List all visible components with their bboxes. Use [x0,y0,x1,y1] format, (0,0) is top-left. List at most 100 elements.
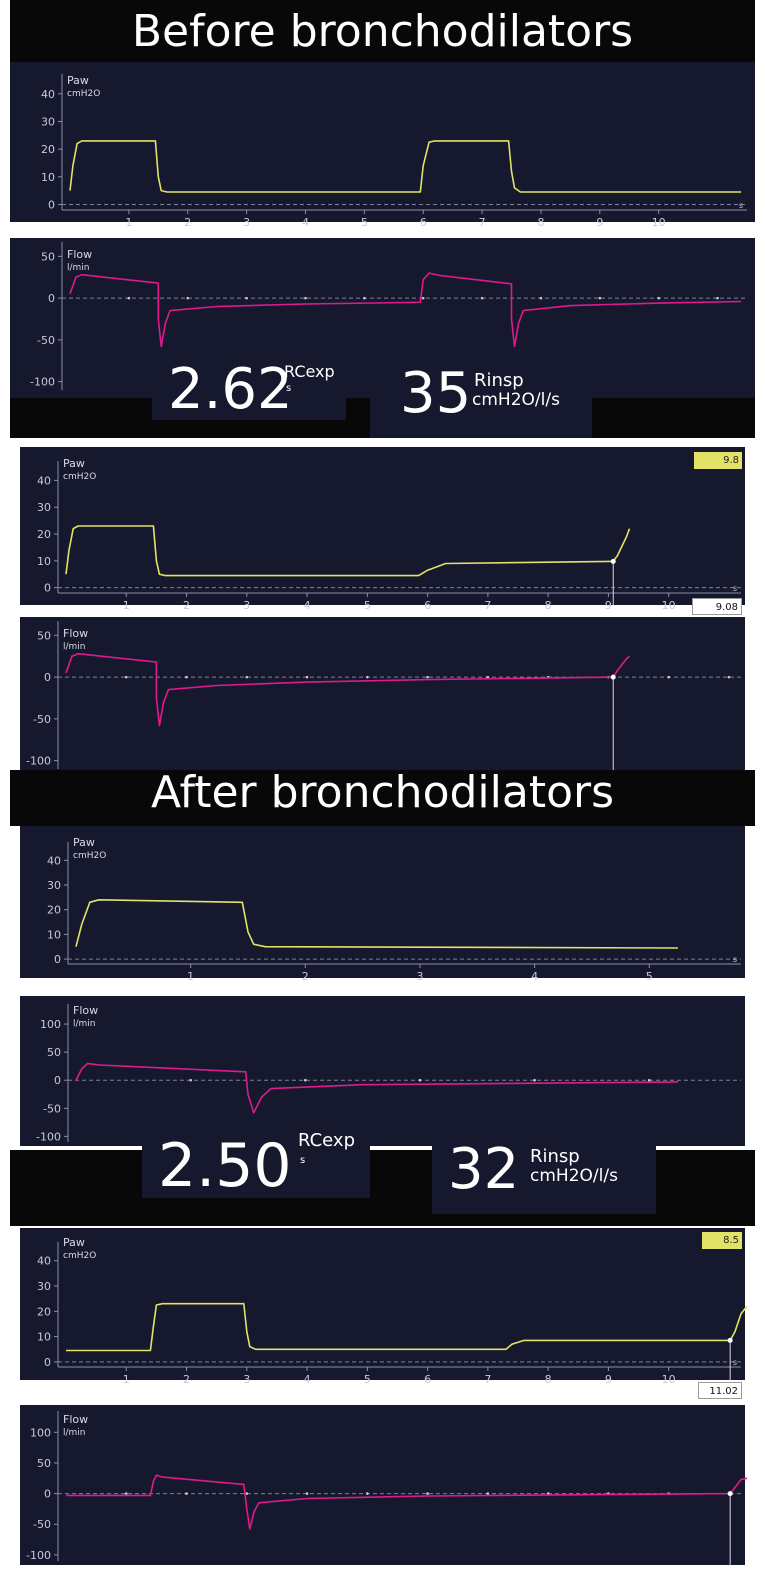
x-tick-label: 7 [484,1373,491,1386]
before-title: Before bronchodilators [131,6,634,57]
before-rinsp-box: 35 Rinsp cmH2O/l/s [370,358,592,438]
x-tick-dot [186,296,190,300]
x-tick-dot [304,1078,307,1082]
y-axis-label: Paw [63,457,85,470]
y-tick-label: 0 [44,1356,51,1369]
x-tick-label: 5 [364,599,371,612]
x-tick-dot [185,675,188,679]
rcexp-value: 2.50 [158,1131,292,1201]
y-tick-label: -100 [36,1130,61,1143]
x-tick-dot [124,1492,128,1495]
flow_before_pause-trace [65,652,631,727]
y-tick-label: 30 [47,879,61,892]
x-tick-dot [363,296,366,300]
y-axis-label: Flow [73,1004,98,1017]
x-tick-dot [716,296,719,300]
x-tick-label: 3 [243,599,250,612]
paw_before-trace [69,140,742,193]
y-tick-label: 20 [47,904,61,917]
x-tick-dot [486,675,490,679]
x-tick-dot [245,296,248,300]
x-tick-dot [366,675,369,679]
x-tick-label: 10 [652,216,666,229]
after-rinsp-box: 32 Rinsp cmH2O/l/s [432,1130,656,1214]
y-tick-label: -50 [43,1102,61,1115]
y-tick-label: 20 [37,528,51,541]
cursor-dot [610,558,616,564]
y-tick-label: 0 [44,1488,51,1501]
y-tick-label: -100 [26,755,51,768]
x-tick-label: 1 [123,599,130,612]
x-tick-label: 5 [646,970,653,983]
y-axis-label: Paw [67,74,89,87]
after-pause-paw-panel: 40 30 20 10 0 Paw cmH2O 1 2 3 4 5 6 7 8 9 10 s [20,1228,748,1386]
x-tick-label: 9 [596,216,603,229]
before-rcexp-box: 2.62 RCexp s [152,358,346,420]
paw-after-chart: 40 30 20 10 0 Paw cmH2O 1 2 3 4 5 s [47,836,741,983]
x-tick-label: 4 [304,599,311,612]
rcexp-value: 2.62 [168,357,293,422]
y-tick-label: -100 [30,376,55,389]
y-tick-label: 0 [44,582,51,595]
y-tick-label: 30 [37,1280,51,1293]
x-tick-label: 10 [662,599,676,612]
x-tick-dot [426,675,429,679]
after-pause-flow-panel: 100 50 0 -50 -100 Flow l/min [20,1405,748,1565]
y-tick-label: 40 [37,474,51,487]
time-readout-badge: 11.02 [698,1382,742,1399]
y-tick-label: -50 [37,334,55,347]
after-title: After bronchodilators [150,767,615,818]
before-pause-paw-panel: 40 30 20 10 0 Paw cmH2O 1 2 3 4 5 6 7 8 9 10 s [20,447,745,612]
paw-readout-badge: 9.8 [694,452,742,469]
x-tick-dot [305,675,309,679]
flow_before-trace [69,272,742,348]
y-tick-label: 50 [41,250,55,263]
x-tick-label: 3 [243,216,250,229]
x-tick-label: 4 [304,1373,311,1386]
y-tick-label: 10 [37,1331,51,1344]
x-tick-label: 8 [545,1373,552,1386]
x-tick-label: 4 [302,216,309,229]
y-axis-unit: cmH2O [67,89,100,99]
x-tick-dot [185,1492,188,1495]
rinsp-label: Rinsp [530,1146,580,1167]
y-axis-unit: l/min [63,642,86,652]
y-tick-label: 30 [41,115,55,128]
paw-readout-badge: 8.5 [702,1232,742,1249]
x-tick-label: 3 [416,970,423,983]
x-tick-dot [245,675,249,679]
x-tick-dot [124,675,128,679]
x-axis-unit: s [733,584,737,593]
paw-after-pause-chart: 40 30 20 10 0 Paw cmH2O 1 2 3 4 5 6 7 8 9 10 s [37,1236,748,1386]
after-paw-panel: 40 30 20 10 0 Paw cmH2O 1 2 3 4 5 s [20,826,745,983]
before-paw-panel: 40 30 20 10 0 Paw cmH2O 1 2 3 4 5 6 7 8 9 10 s [10,62,755,229]
x-tick-dot [418,1078,422,1082]
paw_before_pause-trace [65,525,631,577]
x-tick-label: 8 [545,599,552,612]
x-tick-dot [533,1078,536,1082]
x-tick-label: 8 [537,216,544,229]
cursor-dot [727,1491,733,1497]
y-tick-label: -100 [26,1549,51,1562]
y-tick-label: 40 [37,1255,51,1268]
x-tick-dot [366,1492,369,1495]
x-tick-label: 9 [605,599,612,612]
cursor-dot [610,674,616,680]
y-tick-label: 40 [47,854,61,867]
x-tick-label: 2 [183,599,190,612]
time-readout-badge: 9.08 [692,598,742,615]
rinsp-unit: cmH2O/l/s [472,390,560,410]
flow-after-pause-chart: 100 50 0 -50 -100 Flow l/min [26,1411,748,1565]
y-tick-label: 40 [41,88,55,101]
after-title-band [10,770,755,826]
y-tick-label: 0 [44,671,51,684]
after-rcexp-box: 2.50 RCexp s [142,1130,370,1198]
y-tick-label: 0 [54,953,61,966]
rcexp-label: RCexp [284,362,335,381]
y-axis-label: Flow [63,1413,88,1426]
rinsp-value: 35 [400,361,472,426]
rinsp-unit: cmH2O/l/s [530,1166,618,1186]
x-tick-dot [305,1492,309,1495]
y-tick-label: 50 [37,1457,51,1470]
x-axis-unit: s [733,955,737,964]
